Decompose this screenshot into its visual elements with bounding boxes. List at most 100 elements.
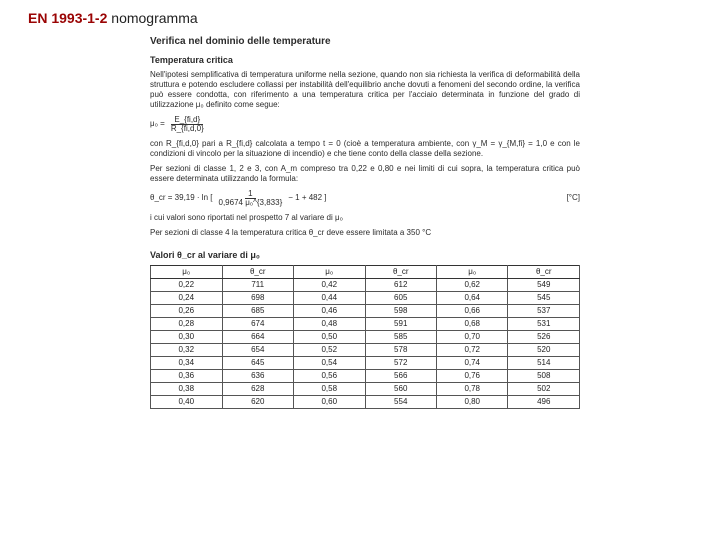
- table-cell: 698: [222, 292, 293, 305]
- section-title: Verifica nel dominio delle temperature: [150, 36, 580, 49]
- fraction-2: 1 0,9674 μ₀^{3,833}: [216, 190, 286, 207]
- page-header: EN 1993-1-2 nomogramma: [28, 10, 198, 26]
- table-cell: 628: [222, 383, 293, 396]
- frac2-den: 0,9674 μ₀^{3,833}: [216, 199, 286, 207]
- table-cell: 0,78: [436, 383, 508, 396]
- table-header-cell: μ₀: [151, 266, 223, 279]
- table-row: 0,406200,605540,80496: [151, 396, 580, 409]
- table-cell: 636: [222, 370, 293, 383]
- table-cell: 0,32: [151, 344, 223, 357]
- standard-code: EN 1993-1-2: [28, 10, 107, 26]
- table-cell: 0,62: [436, 279, 508, 292]
- table-cell: 0,40: [151, 396, 223, 409]
- formula2-pre: θ_cr = 39,19 · ln: [150, 193, 208, 203]
- formula-theta-cr: θ_cr = 39,19 · ln [ 1 0,9674 μ₀^{3,833} …: [150, 190, 580, 207]
- table-cell: 598: [365, 305, 436, 318]
- table-cell: 0,34: [151, 357, 223, 370]
- table-cell: 0,68: [436, 318, 508, 331]
- table-cell: 0,38: [151, 383, 223, 396]
- table-cell: 0,76: [436, 370, 508, 383]
- table-cell: 531: [508, 318, 580, 331]
- table-cell: 0,50: [293, 331, 365, 344]
- table-cell: 578: [365, 344, 436, 357]
- table-cell: 674: [222, 318, 293, 331]
- table-cell: 0,46: [293, 305, 365, 318]
- table-row: 0,246980,446050,64545: [151, 292, 580, 305]
- table-cell: 0,42: [293, 279, 365, 292]
- table-cell: 620: [222, 396, 293, 409]
- frac1-den: R_{fi,d,0}: [168, 125, 207, 133]
- table-head: μ₀θ_crμ₀θ_crμ₀θ_cr: [151, 266, 580, 279]
- table-cell: 585: [365, 331, 436, 344]
- table-cell: 537: [508, 305, 580, 318]
- bracket-open: [: [208, 193, 212, 203]
- unit-label: [°C]: [567, 193, 580, 203]
- table-row: 0,286740,485910,68531: [151, 318, 580, 331]
- table-cell: 549: [508, 279, 580, 292]
- table-cell: 0,72: [436, 344, 508, 357]
- table-cell: 0,48: [293, 318, 365, 331]
- table-cell: 560: [365, 383, 436, 396]
- table-cell: 0,24: [151, 292, 223, 305]
- table-cell: 591: [365, 318, 436, 331]
- table-cell: 514: [508, 357, 580, 370]
- table-cell: 545: [508, 292, 580, 305]
- table-cell: 0,52: [293, 344, 365, 357]
- table-row: 0,227110,426120,62549: [151, 279, 580, 292]
- table-header-cell: θ_cr: [365, 266, 436, 279]
- formula-mu0: μ₀ = E_{fi,d} R_{fi,d,0}: [150, 116, 580, 133]
- class123-paragraph: Per sezioni di classe 1, 2 e 3, con A_m …: [150, 164, 580, 184]
- table-cell: 0,66: [436, 305, 508, 318]
- class4-paragraph: Per sezioni di classe 4 la temperatura c…: [150, 228, 580, 238]
- table-cell: 0,22: [151, 279, 223, 292]
- table-header-cell: θ_cr: [222, 266, 293, 279]
- table-cell: 0,64: [436, 292, 508, 305]
- formula2-post: − 1 + 482: [288, 193, 322, 203]
- table-cell: 508: [508, 370, 580, 383]
- table-cell: 0,74: [436, 357, 508, 370]
- table-cell: 612: [365, 279, 436, 292]
- table-cell: 605: [365, 292, 436, 305]
- bracket-close: ]: [322, 193, 326, 203]
- table-cell: 0,36: [151, 370, 223, 383]
- table-cell: 0,44: [293, 292, 365, 305]
- table-cell: 0,56: [293, 370, 365, 383]
- table-header-cell: θ_cr: [508, 266, 580, 279]
- definition-paragraph: con R_{fi,d,0} pari a R_{fi,d} calcolata…: [150, 139, 580, 159]
- table-caption: Valori θ_cr al variare di μ₀: [150, 250, 580, 261]
- table-cell: 0,26: [151, 305, 223, 318]
- table-header-cell: μ₀: [436, 266, 508, 279]
- table-body: 0,227110,426120,625490,246980,446050,645…: [151, 279, 580, 409]
- intro-paragraph: Nell'ipotesi semplificativa di temperatu…: [150, 70, 580, 110]
- table-cell: 0,28: [151, 318, 223, 331]
- table-row: 0,266850,465980,66537: [151, 305, 580, 318]
- table-cell: 0,60: [293, 396, 365, 409]
- header-rest: nomogramma: [107, 10, 197, 26]
- document-scan: Verifica nel dominio delle temperature T…: [150, 36, 580, 409]
- table-cell: 0,80: [436, 396, 508, 409]
- table-cell: 520: [508, 344, 580, 357]
- reference-paragraph: i cui valori sono riportati nel prospett…: [150, 213, 580, 223]
- table-cell: 554: [365, 396, 436, 409]
- fraction-1: E_{fi,d} R_{fi,d,0}: [168, 116, 207, 133]
- table-cell: 711: [222, 279, 293, 292]
- table-row: 0,386280,585600,78502: [151, 383, 580, 396]
- table-cell: 0,54: [293, 357, 365, 370]
- table-cell: 685: [222, 305, 293, 318]
- table-cell: 496: [508, 396, 580, 409]
- table-cell: 0,58: [293, 383, 365, 396]
- table-cell: 0,30: [151, 331, 223, 344]
- theta-cr-table: μ₀θ_crμ₀θ_crμ₀θ_cr 0,227110,426120,62549…: [150, 265, 580, 409]
- table-row: 0,306640,505850,70526: [151, 331, 580, 344]
- formula-lhs: μ₀ =: [150, 119, 165, 129]
- table-header-cell: μ₀: [293, 266, 365, 279]
- table-cell: 566: [365, 370, 436, 383]
- table-header-row: μ₀θ_crμ₀θ_crμ₀θ_cr: [151, 266, 580, 279]
- table-row: 0,326540,525780,72520: [151, 344, 580, 357]
- subsection-title: Temperatura critica: [150, 55, 580, 66]
- table-row: 0,346450,545720,74514: [151, 357, 580, 370]
- table-cell: 645: [222, 357, 293, 370]
- table-cell: 664: [222, 331, 293, 344]
- table-cell: 502: [508, 383, 580, 396]
- table-cell: 0,70: [436, 331, 508, 344]
